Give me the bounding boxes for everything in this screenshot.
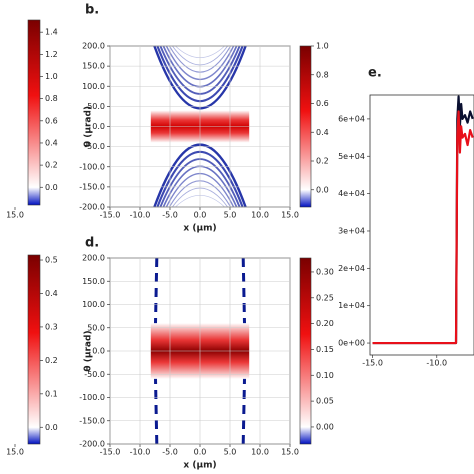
edge-fringe bbox=[241, 378, 246, 445]
colorbar bbox=[27, 19, 41, 206]
colorbar-tick-label: 1.2 bbox=[45, 50, 58, 59]
colorbar-tick-label: 1.0 bbox=[45, 72, 58, 81]
colorbar-tick-label: 1.4 bbox=[45, 28, 58, 37]
colorbar-tick-label: 0.8 bbox=[45, 94, 58, 103]
colorbar-tick-label: 0.4 bbox=[45, 138, 58, 147]
x-tick-label: 10.0 bbox=[251, 448, 269, 457]
y-tick-label: 200.0 bbox=[82, 254, 105, 263]
y-tick-label: 1e+04 bbox=[338, 301, 365, 310]
edge-fringe bbox=[241, 257, 246, 324]
y-tick-label: 150.0 bbox=[82, 277, 105, 286]
x-tick-label: 15.0 bbox=[6, 448, 24, 457]
colorbar-tick-label: 0.00 bbox=[316, 422, 334, 431]
y-tick-label: 50.0 bbox=[87, 102, 105, 111]
panel-title: d. bbox=[85, 236, 99, 251]
x-tick-label: -15.0 bbox=[362, 359, 383, 368]
colorbar-tick-label: 0.4 bbox=[316, 128, 329, 137]
x-tick-label: 15.0 bbox=[6, 211, 24, 220]
colorbar-tick-label: 0.8 bbox=[316, 70, 329, 79]
colorbar bbox=[27, 254, 41, 445]
colorbar-tick-label: 0.2 bbox=[45, 356, 58, 365]
plot-frame bbox=[369, 94, 474, 356]
y-tick-label: 0.0 bbox=[92, 122, 105, 131]
colorbar bbox=[299, 257, 312, 445]
colorbar-tick-label: 0.0 bbox=[45, 183, 58, 192]
y-tick-label: 150.0 bbox=[82, 62, 105, 71]
y-tick-label: 0e+00 bbox=[338, 339, 365, 348]
x-axis-label: x (μm) bbox=[183, 224, 216, 234]
y-tick-label: 2e+04 bbox=[338, 264, 365, 273]
y-tick-label: 5e+04 bbox=[338, 152, 365, 161]
colorbar-tick-label: 0.3 bbox=[45, 322, 58, 331]
colorbar-tick-label: 0.0 bbox=[316, 185, 329, 194]
y-tick-label: -150.0 bbox=[79, 182, 105, 191]
y-axis-label: θ (μrad) bbox=[84, 330, 94, 371]
x-axis-label: x (μm) bbox=[183, 461, 216, 471]
x-tick-label: -10.0 bbox=[426, 359, 447, 368]
y-axis-label: θ (μrad) bbox=[84, 106, 94, 147]
y-tick-label: 50.0 bbox=[87, 323, 105, 332]
x-tick-label: 5.0 bbox=[224, 211, 237, 220]
colorbar bbox=[299, 45, 312, 208]
colorbar-tick-label: 0.0 bbox=[45, 423, 58, 432]
edge-fringe bbox=[154, 257, 159, 324]
x-tick-label: 5.0 bbox=[224, 448, 237, 457]
x-tick-label: -10.0 bbox=[130, 211, 151, 220]
colorbar-tick-label: 0.6 bbox=[45, 116, 58, 125]
colorbar-tick-label: 0.25 bbox=[316, 293, 334, 302]
x-tick-label: -15.0 bbox=[100, 211, 121, 220]
colorbar-tick-label: 0.2 bbox=[45, 161, 58, 170]
x-tick-label: 15.0 bbox=[281, 448, 299, 457]
colorbar-tick-label: 0.05 bbox=[316, 397, 334, 406]
colorbar-tick-label: 0.6 bbox=[316, 99, 329, 108]
colorbar-tick-label: 0.10 bbox=[316, 371, 334, 380]
series-line bbox=[372, 110, 474, 345]
colorbar-tick-label: 0.2 bbox=[316, 157, 329, 166]
edge-fringe bbox=[154, 378, 159, 445]
colorbar-tick-label: 0.15 bbox=[316, 345, 334, 354]
colorbar-tick-label: 0.1 bbox=[45, 389, 58, 398]
y-tick-label: 0.0 bbox=[92, 347, 105, 356]
colorbar-tick-label: 1.0 bbox=[316, 42, 329, 51]
colorbar-tick-label: 0.4 bbox=[45, 289, 58, 298]
y-tick-label: 100.0 bbox=[82, 300, 105, 309]
colorbar-tick-label: 0.30 bbox=[316, 267, 334, 276]
y-tick-label: -150.0 bbox=[79, 416, 105, 425]
colorbar-tick-label: 0.5 bbox=[45, 256, 58, 265]
y-tick-label: 4e+04 bbox=[338, 189, 365, 198]
y-tick-label: -200.0 bbox=[79, 203, 105, 212]
x-tick-label: 15.0 bbox=[281, 211, 299, 220]
x-tick-label: -10.0 bbox=[130, 448, 151, 457]
panel-title: b. bbox=[85, 3, 99, 18]
x-tick-label: -5.0 bbox=[162, 448, 178, 457]
y-tick-label: -50.0 bbox=[84, 370, 105, 379]
y-tick-label: 200.0 bbox=[82, 42, 105, 51]
y-tick-label: -50.0 bbox=[84, 142, 105, 151]
y-tick-label: 6e+04 bbox=[338, 114, 365, 123]
x-tick-label: 0.0 bbox=[194, 211, 207, 220]
y-tick-label: -100.0 bbox=[79, 393, 105, 402]
y-tick-label: -200.0 bbox=[79, 440, 105, 449]
y-tick-label: -100.0 bbox=[79, 162, 105, 171]
x-tick-label: -15.0 bbox=[100, 448, 121, 457]
x-tick-label: 10.0 bbox=[251, 211, 269, 220]
panel-title: e. bbox=[368, 66, 382, 81]
x-tick-label: -5.0 bbox=[162, 211, 178, 220]
x-tick-label: 0.0 bbox=[194, 448, 207, 457]
colorbar-tick-label: 0.20 bbox=[316, 319, 334, 328]
y-tick-label: 3e+04 bbox=[338, 226, 365, 235]
y-tick-label: 100.0 bbox=[82, 82, 105, 91]
